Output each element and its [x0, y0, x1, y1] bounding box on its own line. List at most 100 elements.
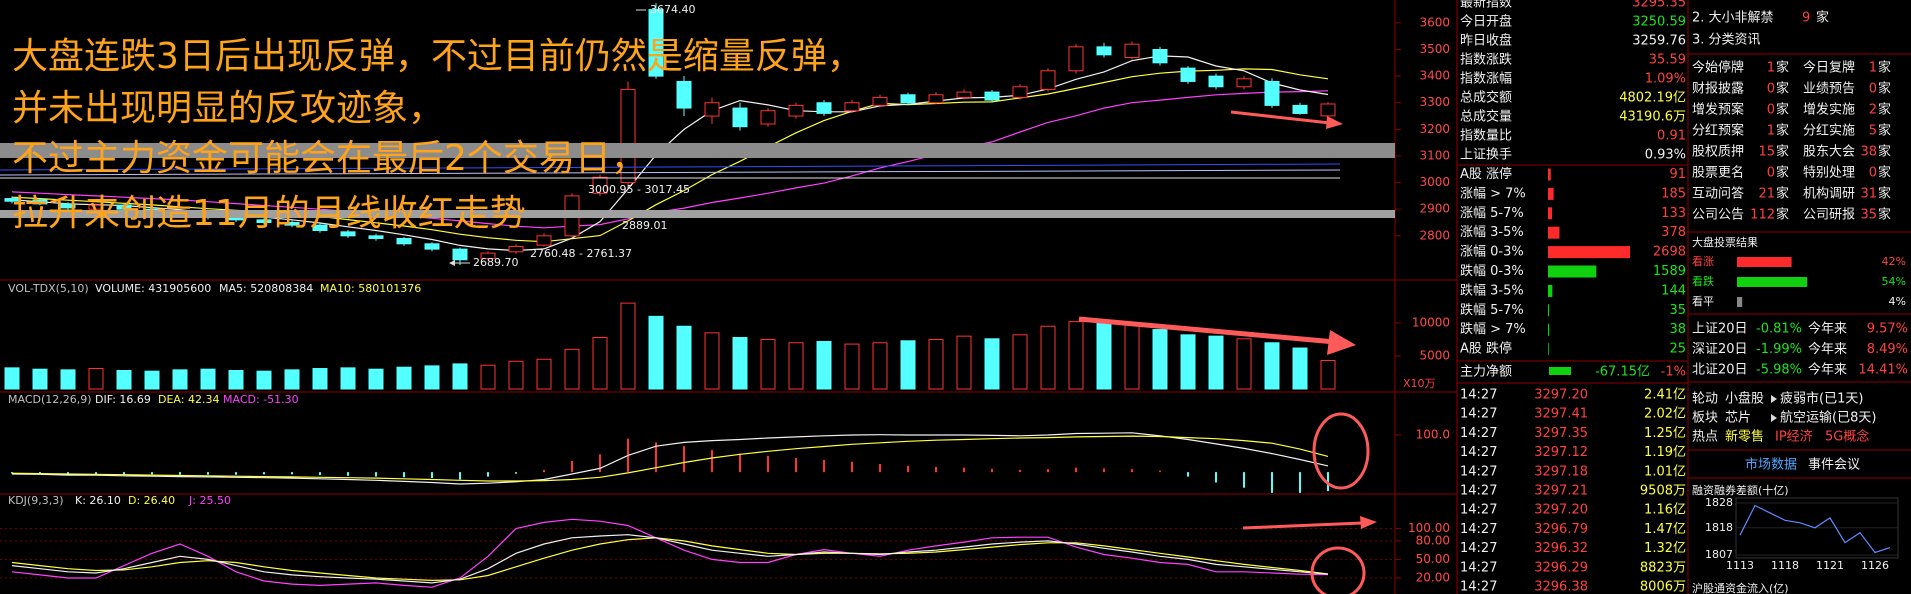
- breadth-count: 144: [1661, 283, 1686, 298]
- candle-body: [788, 104, 804, 117]
- trade-time: 14:27: [1460, 426, 1497, 441]
- mini-line: [1739, 504, 1891, 554]
- caption-line: 不过主力资金可能会在最后2个交易日，: [12, 138, 647, 179]
- caption-line: 大盘连跌3日后出现反弹，不过目前仍然是缩量反弹，: [12, 36, 863, 77]
- trade-time: 14:27: [1460, 580, 1497, 594]
- quote-value: 3259.76: [1632, 34, 1686, 49]
- quote-value: 35.59: [1649, 53, 1686, 68]
- y-tick-label: 10000: [1412, 315, 1450, 329]
- candle-body: [620, 88, 636, 184]
- indicator-header: DEA: 42.34: [158, 393, 219, 406]
- perf-label: 上证20日: [1692, 322, 1748, 337]
- quote-value: 0.93%: [1645, 148, 1686, 163]
- info-header: 2. 大小非解禁: [1692, 11, 1774, 26]
- breadth-bar: [1548, 284, 1553, 297]
- indicator-header: MA10: 580101376: [320, 282, 421, 295]
- notice-unit: 家: [1776, 102, 1789, 118]
- breadth-bar: [1548, 187, 1554, 200]
- vote-bar: [1737, 297, 1743, 307]
- notice-label: 今日复牌: [1803, 60, 1855, 76]
- notice-unit: 家: [1776, 60, 1789, 76]
- y-tick-label: 3500: [1419, 42, 1450, 56]
- vote-value: 42%: [1882, 255, 1906, 268]
- breadth-label: A股 涨停: [1460, 166, 1512, 182]
- breadth-bar: [1548, 265, 1597, 278]
- hot-item: 5G概念: [1825, 429, 1869, 445]
- volume-bar: [312, 368, 328, 390]
- volume-bar: [1264, 342, 1280, 390]
- trade-volume: 1.16亿: [1644, 503, 1686, 518]
- indicator-header: VOLUME: 431905600: [95, 282, 211, 295]
- trade-volume: 1.01亿: [1644, 464, 1686, 479]
- dea-line: [11, 435, 1329, 482]
- quote-label: 今日开盘: [1460, 14, 1512, 30]
- volume-bar: [788, 342, 804, 390]
- candle-body: [508, 245, 524, 253]
- notice-count: 1: [1767, 124, 1775, 139]
- notice-label: 特别处理: [1803, 166, 1855, 181]
- indicator-header: KDJ(9,3,3): [8, 494, 64, 507]
- perf-ytd: 8.49%: [1867, 342, 1908, 357]
- volume-bar: [480, 364, 496, 390]
- candle-body: [704, 102, 720, 117]
- candle-body: [340, 231, 356, 237]
- notice-unit: 家: [1776, 165, 1789, 181]
- hot-item: 热点: [1692, 430, 1718, 445]
- trade-time: 14:27: [1460, 445, 1497, 460]
- indicator-header: D: 26.40: [128, 494, 175, 507]
- y-tick-label: 100.0: [1416, 428, 1450, 442]
- gap-bands: [0, 9, 1395, 266]
- y-tick-label: 3300: [1419, 95, 1450, 109]
- perf-ytd-label: 今年来: [1808, 321, 1847, 337]
- quote-label: 指数涨幅: [1460, 72, 1512, 87]
- info-header-count: 9: [1802, 11, 1810, 26]
- notice-count: 0: [1767, 103, 1775, 118]
- notice-label: 机构调研: [1803, 187, 1855, 202]
- trade-price: 3296.32: [1534, 541, 1588, 556]
- y-tick-label: 100.00: [1408, 521, 1450, 535]
- candle-body: [1208, 75, 1224, 88]
- candle-body: [732, 107, 748, 128]
- notice-unit: 家: [1878, 207, 1891, 223]
- candle-body: [760, 110, 776, 125]
- volume-bar: [284, 369, 300, 390]
- notice-count: 0: [1869, 166, 1877, 181]
- volume-panel: VOL-TDX(5,10) VOLUME: 431905600 MA5: 52080…: [4, 282, 1450, 390]
- candle-body: [1068, 46, 1084, 72]
- candle-body: [32, 199, 48, 205]
- breadth-label: 跌幅 5-7%: [1460, 302, 1524, 318]
- tab: 市场数据: [1745, 457, 1797, 473]
- trade-price: 3296.38: [1534, 580, 1588, 594]
- vote-title: 大盘投票结果: [1692, 235, 1758, 249]
- price-annotation: 2689.70: [473, 256, 519, 269]
- trade-time: 14:27: [1460, 541, 1497, 556]
- candle-body: [116, 204, 132, 210]
- trade-volume: 1.47亿: [1644, 522, 1686, 537]
- notice-unit: 家: [1776, 81, 1789, 97]
- trade-price: 3297.41: [1534, 407, 1588, 422]
- kdj-panel: KDJ(9,3,3) K: 26.10 D: 26.40 J: 25.50 100.00…: [0, 494, 1450, 588]
- breadth-count: 378: [1661, 225, 1686, 240]
- volume-bar: [1208, 335, 1224, 390]
- notice-unit: 家: [1878, 102, 1891, 118]
- trade-price: 3297.35: [1534, 426, 1588, 441]
- vote-label: 看平: [1692, 294, 1714, 308]
- volume-bar: [592, 336, 608, 390]
- trade-time: 14:27: [1460, 407, 1497, 422]
- candle-body: [396, 237, 412, 245]
- notice-unit: 家: [1878, 165, 1891, 181]
- rotation-from: 小盘股: [1725, 391, 1764, 407]
- trade-time: 14:27: [1460, 388, 1497, 403]
- volume-bar: [564, 348, 580, 390]
- info-header: 3. 分类资讯: [1692, 33, 1761, 48]
- notice-label: 公司研报: [1803, 208, 1855, 223]
- notice-unit: 家: [1878, 186, 1891, 202]
- trade-price: 3296.29: [1534, 560, 1588, 575]
- candle-body: [984, 91, 1000, 101]
- volume-bar: [704, 332, 720, 390]
- trade-price: 3297.20: [1534, 503, 1588, 518]
- candle-body: [872, 96, 888, 106]
- volume-bar: [396, 366, 412, 390]
- breadth-bar: [1548, 207, 1553, 220]
- volume-bar: [340, 367, 356, 390]
